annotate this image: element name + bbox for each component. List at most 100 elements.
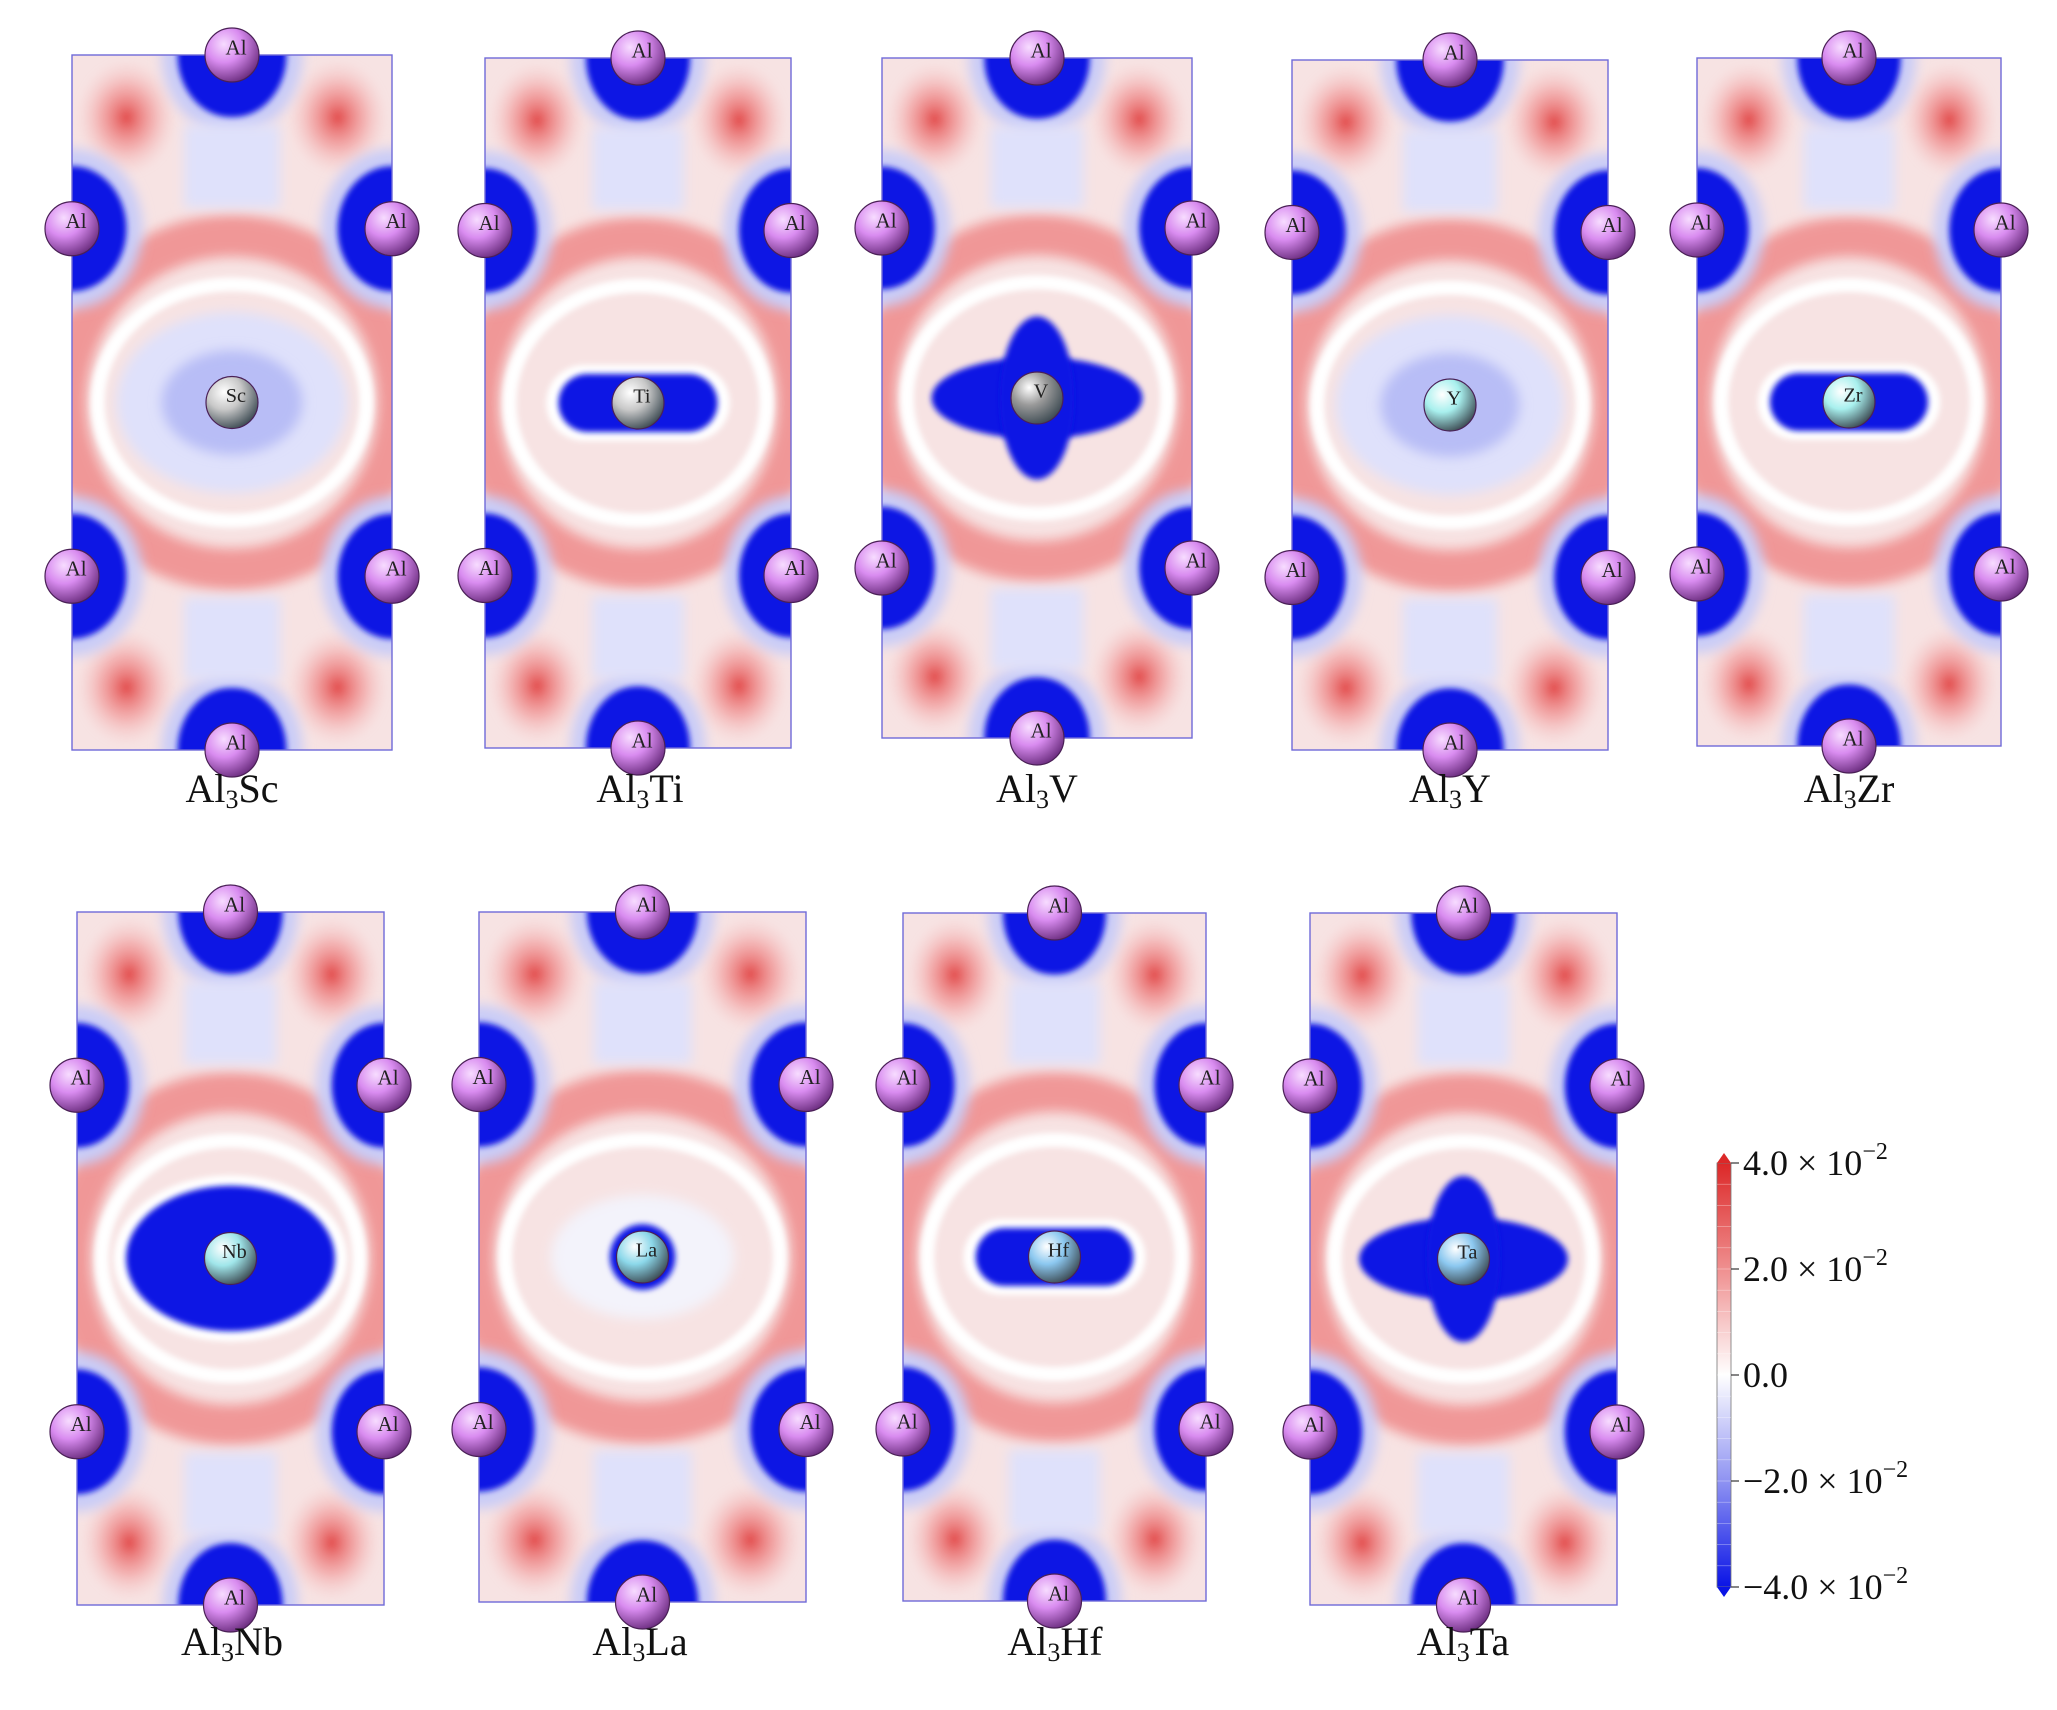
positive-lobe (1700, 61, 1798, 179)
panel-la: Al Al Al Al Al Al La (451, 884, 834, 1630)
al-atom-v-4-label: Al (876, 548, 897, 572)
label-subscript: 3 (221, 1638, 235, 1667)
center-atom-sc-sphere (205, 375, 259, 430)
center-atom-ti-sphere (611, 376, 665, 430)
al-atom-ta-1: Al (1435, 1577, 1492, 1633)
al-atom-v-3-sphere (1164, 200, 1220, 256)
neutral-band (184, 981, 277, 1065)
panel-label-ta: Al3Ta (1417, 1622, 1509, 1666)
al-atom-sc-3-sphere (364, 201, 420, 257)
al-atom-sc-5-sphere (364, 548, 420, 604)
positive-ring (903, 1072, 1206, 1442)
negative-core (586, 1539, 699, 1602)
al-atom-nb-4-label: Al (71, 1412, 92, 1436)
al-atom-zr-3-sphere (1973, 202, 2029, 258)
center-atom-nb-label: Nb (222, 1241, 247, 1263)
al-atom-v-1-sphere (1009, 710, 1065, 766)
tick-exponent: −2 (1883, 1563, 1909, 1589)
al-atom-ta-4-label: Al (1304, 1412, 1325, 1436)
center-atom-v-sphere (1010, 371, 1064, 425)
label-subscript: 3 (1449, 785, 1463, 814)
zero-contour (90, 277, 374, 528)
center-atom-ti-label: Ti (633, 385, 651, 407)
colorbar: 4.0 × 10−22.0 × 10−20.0−2.0 × 10−2−4.0 ×… (1716, 1139, 1909, 1607)
zero-contour (1714, 278, 1984, 526)
positive-lobe (75, 58, 178, 177)
panel-ti: Al Al Al Al Al Al Ti (457, 30, 819, 776)
al-atom-nb-2-label: Al (71, 1066, 92, 1090)
al-atom-ti-5: Al (763, 547, 819, 604)
label-prefix: Al (1409, 766, 1450, 811)
al-atom-ta-2-label: Al (1304, 1066, 1325, 1090)
al-atom-sc-1-sphere (204, 722, 260, 778)
neutral-band (1009, 981, 1100, 1065)
al-atom-y-4: Al (1264, 549, 1320, 606)
positive-lobe (1900, 61, 1998, 179)
al-atom-y-0-sphere (1422, 32, 1478, 88)
al-atom-la-2-label: Al (473, 1065, 494, 1089)
al-atom-ta-0-sphere (1435, 885, 1492, 941)
positive-lobe (698, 915, 803, 1033)
al-atom-v-3: Al (1164, 200, 1220, 256)
positive-lobe (1295, 63, 1397, 181)
center-atom-ti: Ti (611, 376, 665, 430)
positive-lobe (488, 627, 586, 745)
al-atom-ti-3: Al (763, 202, 819, 259)
panel-label-zr: Al3Zr (1804, 769, 1895, 813)
negative-core (1396, 687, 1504, 750)
center-atom-sc-label: Sc (226, 385, 246, 407)
center-atom-la-sphere (615, 1230, 670, 1284)
al-atom-sc-4: Al (44, 548, 100, 604)
al-atom-la-3-label: Al (800, 1065, 821, 1089)
al-atom-y-1-sphere (1422, 722, 1478, 778)
label-element: Ta (1469, 1619, 1510, 1664)
panel-la-density-map (479, 912, 806, 1602)
al-atom-hf-3-sphere (1178, 1057, 1234, 1113)
panel-label-v: Al3V (996, 769, 1078, 813)
al-atom-sc-3: Al (364, 201, 420, 257)
al-atom-y-4-label: Al (1286, 558, 1307, 582)
al-atom-ti-4-label: Al (479, 556, 500, 580)
neutral-band (1402, 598, 1498, 681)
al-atom-hf-5-sphere (1178, 1401, 1234, 1457)
panel-hf: Al Al Al Al Al Al Hf (875, 885, 1234, 1629)
colorbar-max-cap (1717, 1153, 1731, 1163)
negative-core (178, 1542, 283, 1605)
al-atom-ti-5-sphere (763, 547, 819, 604)
label-prefix: Al (996, 766, 1037, 811)
al-atom-y-5: Al (1580, 549, 1636, 606)
negative-core (1003, 1539, 1106, 1601)
al-atom-zr-3: Al (1973, 202, 2029, 258)
label-prefix: Al (181, 1619, 222, 1664)
center-atom-v-label: V (1034, 380, 1049, 402)
al-atom-nb-2: Al (49, 1057, 105, 1113)
al-atom-v-0: Al (1009, 30, 1065, 86)
al-atom-ta-5: Al (1589, 1404, 1645, 1460)
al-atom-sc-0-label: Al (226, 35, 247, 59)
al-atom-v-2-sphere (854, 200, 910, 256)
positive-lobe (1295, 629, 1397, 747)
negative-core (1797, 684, 1901, 746)
colorbar-tick-label-0: 4.0 × 10−2 (1743, 1139, 1888, 1183)
label-subscript: 3 (1047, 1638, 1061, 1667)
al-atom-hf-4-sphere (875, 1401, 931, 1457)
positive-lobe (488, 61, 586, 179)
al-atom-ti-2: Al (457, 202, 513, 259)
al-atom-ti-2-sphere (457, 202, 513, 259)
al-atom-hf-2-label: Al (897, 1065, 918, 1089)
al-atom-ta-0: Al (1435, 885, 1492, 941)
al-atom-ti-1-sphere (610, 720, 666, 776)
al-atom-zr-3-label: Al (1995, 210, 2016, 234)
al-atom-ta-3: Al (1589, 1058, 1645, 1114)
al-atom-ta-2: Al (1282, 1058, 1338, 1114)
panel-label-sc: Al3Sc (186, 769, 279, 813)
zero-contour (920, 1133, 1189, 1381)
al-atom-ti-0-label: Al (632, 38, 653, 62)
neutral-band (592, 127, 684, 210)
al-atom-nb-1-sphere (202, 1577, 259, 1633)
positive-lobe (80, 1483, 179, 1602)
al-atom-y-2-sphere (1264, 204, 1320, 261)
al-atom-hf-3-label: Al (1200, 1065, 1221, 1089)
al-atom-ti-5-label: Al (785, 556, 806, 580)
positive-lobe (690, 627, 788, 745)
